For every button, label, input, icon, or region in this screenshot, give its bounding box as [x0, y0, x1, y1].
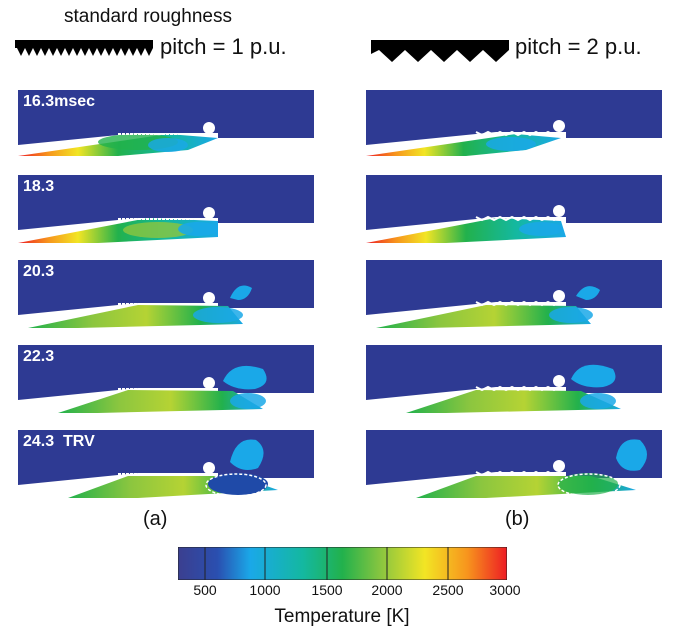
- pitch-2-profile-icon: [371, 40, 509, 67]
- panel-b-4: [366, 345, 662, 418]
- temperature-field: [18, 345, 314, 418]
- temperature-field: [366, 430, 662, 503]
- panel-b-1: [366, 90, 662, 163]
- trv-label: TRV: [63, 433, 95, 450]
- colorbar-tick-1500: 1500: [311, 582, 343, 598]
- temperature-field: [366, 345, 662, 418]
- temperature-field: [18, 175, 314, 248]
- panel-b-5: [366, 430, 662, 503]
- pitch-2-label: pitch = 2 p.u.: [515, 34, 642, 59]
- panel-a-4: 22.3: [18, 345, 314, 418]
- temperature-field: [366, 260, 662, 333]
- pitch-1-profile-icon: [15, 40, 153, 61]
- colorbar-tick-3000: 3000: [489, 582, 521, 598]
- time-label: 16.3msec: [23, 93, 96, 110]
- colorbar-tick-1000: 1000: [249, 582, 281, 598]
- time-label: 20.3: [23, 263, 55, 280]
- temperature-field: [18, 90, 314, 163]
- temperature-field: [366, 175, 662, 248]
- time-label: 24.3 TRV: [23, 433, 95, 451]
- temperature-field: [18, 430, 314, 503]
- colorbar: [177, 546, 508, 581]
- subfigure-b-label: (b): [505, 508, 530, 530]
- colorbar-tick-2500: 2500: [432, 582, 464, 598]
- panel-b-2: [366, 175, 662, 248]
- panel-a-5: 24.3 TRV: [18, 430, 314, 503]
- temperature-field: [366, 90, 662, 163]
- time-label: 22.3: [23, 348, 55, 365]
- panel-a-3: 20.3: [18, 260, 314, 333]
- panel-b-3: [366, 260, 662, 333]
- colorbar-tick-500: 500: [193, 582, 217, 598]
- time-label: 18.3: [23, 178, 55, 195]
- time-value: 24.3: [23, 433, 55, 450]
- subfigure-a-label: (a): [143, 508, 168, 530]
- panel-a-2: 18.3: [18, 175, 314, 248]
- colorbar-tick-2000: 2000: [371, 582, 403, 598]
- temperature-field: [18, 260, 314, 333]
- colorbar-title: Temperature [K]: [274, 606, 410, 627]
- roughness-title: standard roughness: [64, 6, 232, 27]
- pitch-1-label: pitch = 1 p.u.: [160, 34, 287, 59]
- panel-a-1: 16.3msec: [18, 90, 314, 163]
- colorbar-gradient: [177, 546, 508, 581]
